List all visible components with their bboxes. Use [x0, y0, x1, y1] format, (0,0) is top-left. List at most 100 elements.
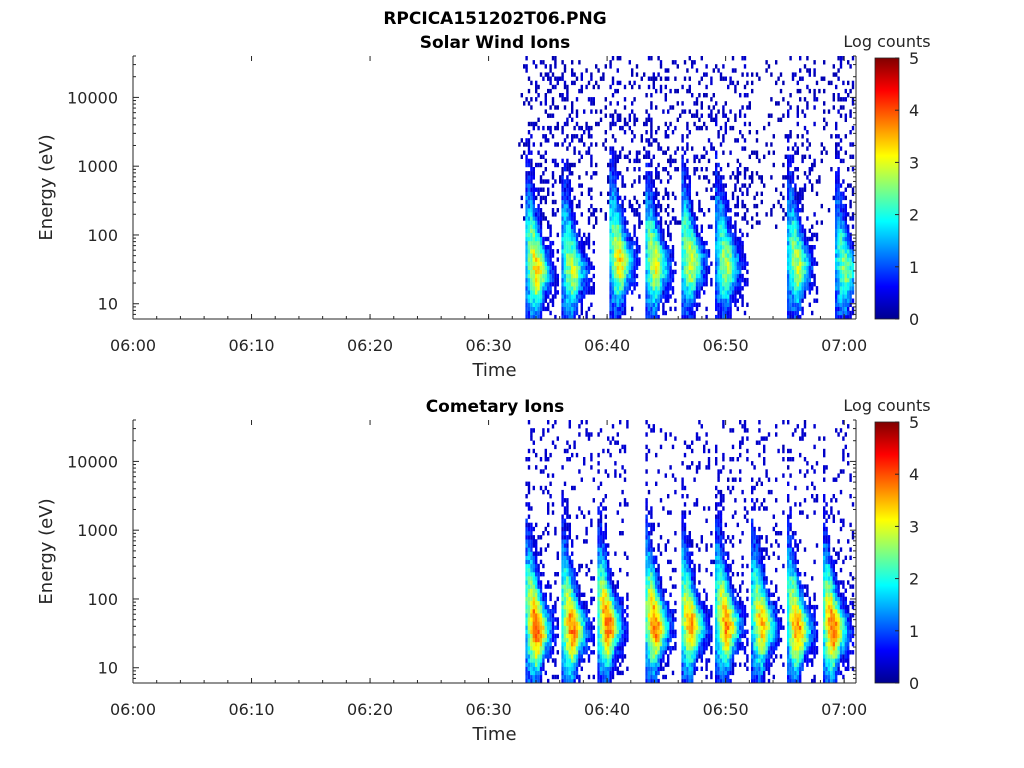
pixel: [535, 84, 538, 90]
pixel: [647, 290, 651, 295]
pixel: [551, 650, 555, 655]
pixel: [847, 261, 850, 266]
pixel: [736, 138, 739, 143]
pixel: [851, 310, 855, 316]
pixel: [571, 596, 574, 602]
pixel: [530, 187, 533, 192]
pixel: [849, 236, 852, 242]
pixel: [681, 245, 684, 250]
pixel: [815, 232, 819, 238]
pixel: [554, 286, 557, 291]
pixel: [609, 580, 612, 585]
pixel: [609, 592, 612, 598]
pixel: [611, 621, 615, 626]
pixel: [743, 183, 747, 188]
pixel: [585, 240, 588, 246]
pixel: [535, 629, 538, 635]
pixel: [813, 93, 816, 98]
pixel: [566, 187, 569, 192]
pixel: [544, 654, 547, 659]
pixel: [851, 261, 855, 266]
pixel: [623, 228, 627, 234]
pixel: [611, 641, 615, 647]
pixel: [542, 666, 545, 672]
pixel: [525, 56, 528, 61]
pixel: [664, 290, 667, 295]
pixel: [842, 236, 845, 242]
pixel: [657, 203, 660, 209]
pixel: [664, 277, 667, 283]
pixel: [695, 273, 699, 279]
pixel: [806, 175, 809, 180]
pixel: [731, 269, 735, 275]
pixel: [575, 604, 579, 610]
pixel: [619, 286, 622, 291]
pixel: [616, 80, 619, 86]
pixel: [667, 146, 670, 151]
pixel: [566, 265, 569, 271]
pixel: [847, 294, 850, 299]
pixel: [655, 294, 658, 299]
pixel: [580, 277, 583, 283]
pixel: [535, 600, 538, 606]
pixel: [801, 249, 804, 254]
pixel: [571, 650, 574, 655]
pixel: [530, 576, 533, 581]
pixel: [602, 617, 605, 622]
pixel: [597, 547, 600, 552]
pixel: [787, 203, 790, 209]
pixel: [698, 282, 701, 287]
pixel: [719, 314, 723, 320]
pixel: [727, 298, 730, 303]
pixel: [664, 269, 667, 275]
pixel: [566, 609, 569, 614]
pixel: [525, 265, 528, 271]
pixel: [566, 633, 569, 639]
pixel: [583, 613, 586, 618]
pixel: [715, 167, 718, 172]
pixel: [549, 224, 552, 229]
pixel: [755, 171, 759, 176]
pixel: [525, 588, 528, 593]
pixel: [563, 121, 567, 127]
pixel: [700, 265, 703, 271]
pixel: [652, 637, 655, 643]
pixel: [527, 261, 531, 266]
pixel: [669, 88, 672, 94]
pixel: [573, 637, 576, 643]
pixel: [578, 158, 581, 164]
pixel: [717, 195, 720, 201]
pixel: [525, 600, 528, 606]
pixel: [818, 175, 821, 180]
pixel: [554, 314, 557, 320]
pixel: [566, 261, 569, 266]
pixel: [590, 457, 593, 462]
pixel: [542, 273, 545, 279]
pixel: [549, 633, 552, 639]
pixel: [688, 261, 691, 266]
pixel: [590, 600, 593, 606]
pixel: [741, 249, 744, 254]
pixel: [727, 277, 730, 283]
pixel: [693, 220, 696, 225]
pixel: [842, 97, 845, 102]
pixel: [801, 310, 804, 316]
pixel: [549, 232, 552, 238]
pixel: [549, 76, 552, 81]
pixel: [652, 257, 655, 262]
pixel: [832, 105, 835, 110]
pixel: [539, 253, 543, 258]
pixel: [611, 150, 615, 155]
pixel: [801, 261, 804, 266]
pixel: [811, 273, 814, 279]
pixel: [657, 228, 660, 234]
pixel: [607, 629, 610, 635]
pixel: [532, 310, 535, 316]
pixel: [527, 662, 531, 667]
pixel: [650, 105, 653, 110]
pixel: [626, 121, 629, 127]
pixel: [669, 294, 672, 299]
pixel: [667, 179, 670, 184]
pixel: [602, 625, 605, 630]
pixel: [527, 481, 531, 487]
